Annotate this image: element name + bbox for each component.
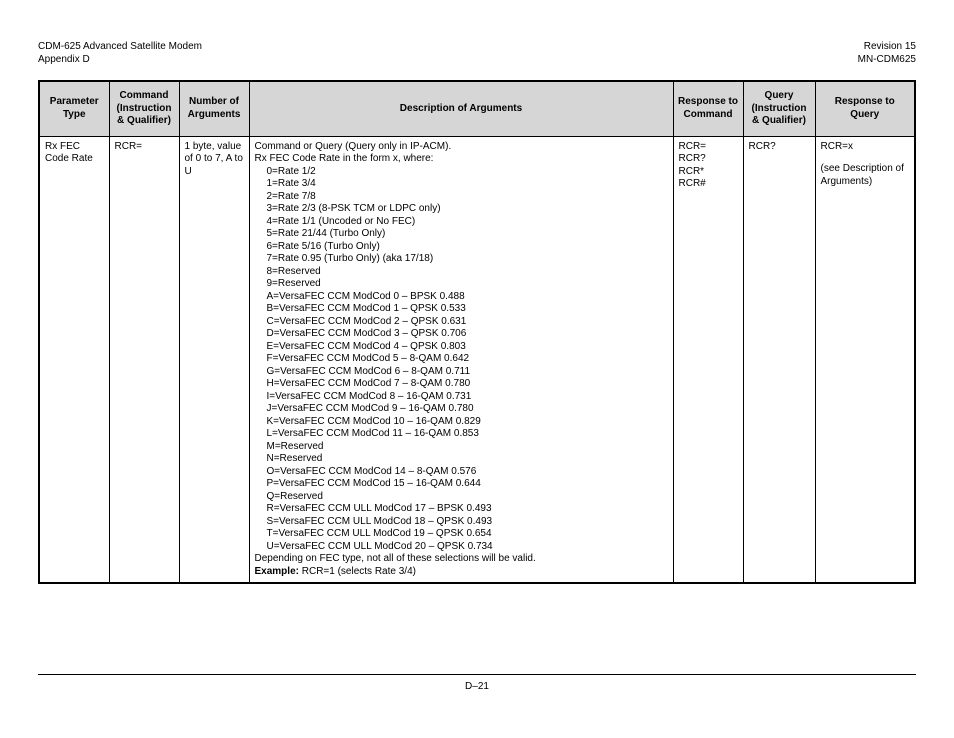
col-response-command: Response to Command [673,81,743,136]
col-parameter-type: Parameter Type [39,81,109,136]
cell-param-type: Rx FEC Code Rate [39,136,109,583]
desc-lines-block: 0=Rate 1/21=Rate 3/42=Rate 7/83=Rate 2/3… [255,166,668,554]
desc-line: U=VersaFEC CCM ULL ModCod 20 – QPSK 0.73… [255,541,668,554]
doc-number: MN-CDM625 [858,53,916,66]
desc-line: T=VersaFEC CCM ULL ModCod 19 – QPSK 0.65… [255,528,668,541]
desc-line: J=VersaFEC CCM ModCod 9 – 16-QAM 0.780 [255,403,668,416]
col-description: Description of Arguments [249,81,673,136]
desc-line: 5=Rate 21/44 (Turbo Only) [255,228,668,241]
desc-head: Command or Query (Query only in IP-ACM). [255,141,668,154]
doc-title: CDM-625 Advanced Satellite Modem [38,40,202,53]
desc-line: 9=Reserved [255,278,668,291]
desc-line: 4=Rate 1/1 (Uncoded or No FEC) [255,216,668,229]
cell-response-query: RCR=x (see Description of Arguments) [815,136,915,583]
desc-line: 1=Rate 3/4 [255,178,668,191]
col-num-args: Number of Arguments [179,81,249,136]
col-command: Command (Instruction & Qualifier) [109,81,179,136]
cell-num-args: 1 byte, value of 0 to 7, A to U [179,136,249,583]
document-page: CDM-625 Advanced Satellite Modem Appendi… [0,0,954,712]
desc-line: O=VersaFEC CCM ModCod 14 – 8-QAM 0.576 [255,466,668,479]
desc-line: Q=Reserved [255,491,668,504]
desc-line: 0=Rate 1/2 [255,166,668,179]
spacer [821,153,910,163]
desc-line: 8=Reserved [255,266,668,279]
desc-line: 3=Rate 2/3 (8-PSK TCM or LDPC only) [255,203,668,216]
desc-line: B=VersaFEC CCM ModCod 1 – QPSK 0.533 [255,303,668,316]
desc-line: 6=Rate 5/16 (Turbo Only) [255,241,668,254]
desc-line: N=Reserved [255,453,668,466]
page-number: D–21 [465,681,489,692]
table-header-row: Parameter Type Command (Instruction & Qu… [39,81,915,136]
desc-intro: Rx FEC Code Rate in the form x, where: [255,153,668,166]
desc-line: A=VersaFEC CCM ModCod 0 – BPSK 0.488 [255,291,668,304]
spec-table: Parameter Type Command (Instruction & Qu… [38,80,916,584]
example-label: Example: [255,566,299,577]
resp-query-value: RCR=x [821,141,910,154]
desc-line: L=VersaFEC CCM ModCod 11 – 16-QAM 0.853 [255,428,668,441]
desc-example: Example: RCR=1 (selects Rate 3/4) [255,566,668,579]
col-query: Query (Instruction & Qualifier) [743,81,815,136]
desc-line: D=VersaFEC CCM ModCod 3 – QPSK 0.706 [255,328,668,341]
doc-appendix: Appendix D [38,53,202,66]
desc-line: G=VersaFEC CCM ModCod 6 – 8-QAM 0.711 [255,366,668,379]
col-response-query: Response to Query [815,81,915,136]
cell-command: RCR= [109,136,179,583]
desc-line: 7=Rate 0.95 (Turbo Only) (aka 17/18) [255,253,668,266]
desc-line: I=VersaFEC CCM ModCod 8 – 16-QAM 0.731 [255,391,668,404]
desc-note: Depending on FEC type, not all of these … [255,553,668,566]
cell-response-command: RCR= RCR? RCR* RCR# [673,136,743,583]
example-text: RCR=1 (selects Rate 3/4) [299,566,416,577]
desc-line: K=VersaFEC CCM ModCod 10 – 16-QAM 0.829 [255,416,668,429]
desc-line: F=VersaFEC CCM ModCod 5 – 8-QAM 0.642 [255,353,668,366]
desc-line: R=VersaFEC CCM ULL ModCod 17 – BPSK 0.49… [255,503,668,516]
cell-description: Command or Query (Query only in IP-ACM).… [249,136,673,583]
desc-line: S=VersaFEC CCM ULL ModCod 18 – QPSK 0.49… [255,516,668,529]
desc-line: P=VersaFEC CCM ModCod 15 – 16-QAM 0.644 [255,478,668,491]
page-header: CDM-625 Advanced Satellite Modem Appendi… [38,40,916,66]
desc-line: C=VersaFEC CCM ModCod 2 – QPSK 0.631 [255,316,668,329]
page-footer: D–21 [38,674,916,692]
doc-revision: Revision 15 [858,40,916,53]
header-left-block: CDM-625 Advanced Satellite Modem Appendi… [38,40,202,66]
desc-line: H=VersaFEC CCM ModCod 7 – 8-QAM 0.780 [255,378,668,391]
desc-line: M=Reserved [255,441,668,454]
desc-line: 2=Rate 7/8 [255,191,668,204]
header-right-block: Revision 15 MN-CDM625 [858,40,916,66]
cell-query: RCR? [743,136,815,583]
table-row: Rx FEC Code Rate RCR= 1 byte, value of 0… [39,136,915,583]
resp-query-note: (see Description of Arguments) [821,163,910,188]
desc-line: E=VersaFEC CCM ModCod 4 – QPSK 0.803 [255,341,668,354]
